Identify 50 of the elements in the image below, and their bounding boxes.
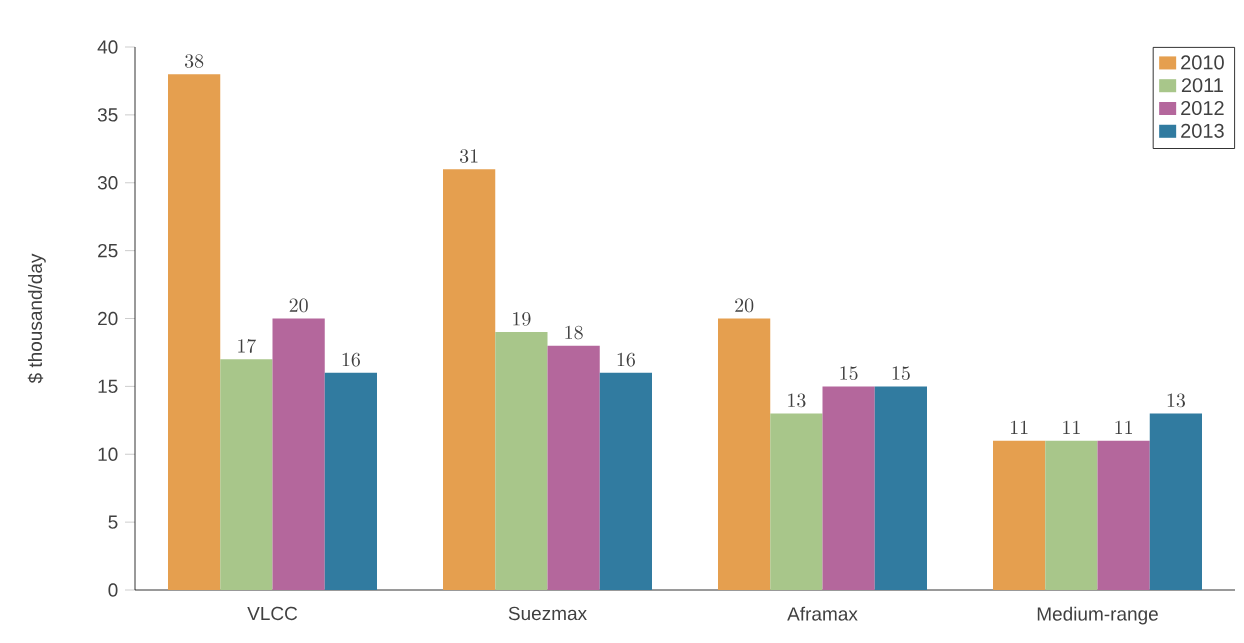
bar [443, 169, 496, 590]
bar [272, 318, 325, 590]
bar [220, 359, 273, 590]
data-label: 38 [185, 54, 204, 68]
y-tick-label: 5 [108, 515, 118, 529]
y-tick-label: 15 [98, 379, 118, 394]
bar [822, 386, 875, 590]
x-tick-label: Medium-range [1037, 606, 1158, 625]
x-tick-label: Aframax [787, 606, 858, 621]
bar [324, 372, 377, 590]
x-tick-label: Suezmax [508, 606, 587, 621]
data-label: 18 [565, 325, 583, 340]
data-label: 13 [1167, 393, 1185, 408]
data-label: 31 [460, 149, 478, 163]
legend-label: 2012 [1181, 100, 1224, 116]
data-label: 16 [617, 352, 635, 367]
y-axis-title: $ thousand/day [27, 253, 46, 384]
bar [993, 440, 1046, 590]
bar [1097, 440, 1150, 590]
bar [547, 345, 600, 590]
x-tick-label: VLCC [247, 606, 298, 621]
data-label: 11 [1010, 420, 1028, 434]
y-tick-label: 30 [97, 176, 118, 190]
bar [1149, 413, 1202, 590]
y-tick-label: 10 [98, 447, 118, 461]
legend-label: 2010 [1181, 55, 1224, 70]
legend-label: 2011 [1181, 78, 1223, 93]
y-tick-label: 20 [98, 311, 118, 326]
y-tick-label: 35 [97, 108, 118, 122]
y-tick-label: 25 [98, 243, 118, 258]
data-label: 15 [840, 366, 858, 381]
data-label: 15 [892, 366, 910, 381]
data-label: 16 [342, 352, 360, 367]
bar [718, 318, 771, 590]
data-label: 20 [735, 298, 754, 313]
data-label: 13 [788, 393, 806, 408]
bar [874, 386, 927, 590]
bar [599, 372, 652, 590]
legend-label: 2013 [1181, 123, 1224, 138]
bar [495, 332, 548, 590]
data-label: 11 [1063, 420, 1080, 434]
bar [770, 413, 823, 590]
data-label: 17 [238, 339, 257, 353]
y-tick-label: 40 [97, 40, 118, 54]
bar [1045, 440, 1098, 590]
bar [168, 74, 221, 590]
y-tick-label: 0 [108, 583, 118, 597]
data-label: 11 [1115, 420, 1132, 434]
data-label: 20 [289, 298, 308, 313]
data-label: 19 [513, 312, 531, 326]
